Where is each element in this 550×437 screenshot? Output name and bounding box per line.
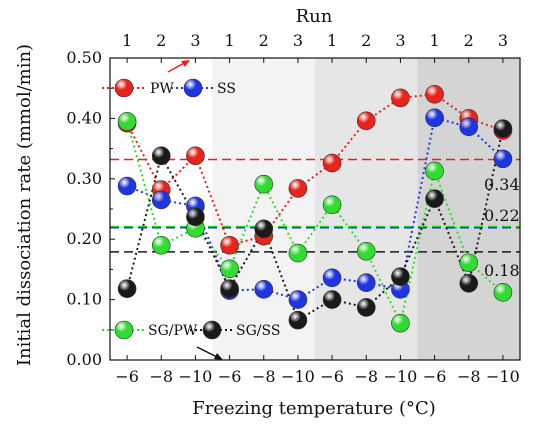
run-tick-label: 2 [361, 31, 371, 50]
x-tick-label: −8 [149, 367, 173, 386]
point-sg-ss-5 [254, 219, 274, 239]
legend-label-pw: PW [150, 81, 174, 97]
reference-value-label: 0.22 [484, 206, 520, 225]
top-axis-title: Run [296, 6, 333, 27]
x-tick-label: −8 [252, 367, 276, 386]
legend-marker-pw [114, 78, 134, 98]
x-tick-label: −6 [218, 367, 242, 386]
annotations: 0.34 0.22 0.18 [167, 60, 520, 360]
run-tick-label: 1 [327, 31, 337, 50]
axis-ticks [110, 57, 504, 361]
legend: PW SS SG/PW SG/SS [102, 78, 280, 340]
point-ss-12 [493, 149, 513, 169]
y-tick-label: 0.30 [66, 169, 102, 188]
x-tick-label: −10 [384, 367, 418, 386]
point-sg-ss-8 [356, 298, 376, 317]
run-tick-label: 1 [224, 31, 234, 50]
background-band-2 [212, 58, 315, 360]
background-bands [110, 58, 520, 360]
reference-value-label: 0.18 [484, 261, 520, 280]
x-tick-label: −8 [354, 367, 378, 386]
point-pw-9 [391, 88, 410, 108]
arrow-black-head [214, 353, 223, 360]
x-tick-label: −10 [486, 367, 520, 386]
point-sg-pw-12 [493, 283, 513, 302]
x-tick-label: −6 [320, 367, 344, 386]
y-tick-label: 0.40 [66, 108, 102, 127]
y-tick-label: 0.20 [66, 229, 102, 248]
point-pw-6 [288, 179, 308, 198]
point-sg-pw-11 [459, 253, 479, 273]
arrow-black [196, 346, 220, 359]
point-pw-4 [220, 235, 239, 255]
arrow-red-head [181, 60, 190, 67]
legend-label-sg-pw: SG/PW [148, 323, 198, 339]
run-tick-label: 1 [122, 31, 132, 50]
y-tick-label: 0.10 [66, 290, 102, 309]
y-tick-label: 0.00 [66, 350, 102, 369]
point-sg-ss-2 [151, 146, 171, 166]
point-sg-pw-9 [391, 313, 410, 333]
run-tick-label: 1 [429, 31, 439, 50]
point-sg-ss-7 [322, 290, 342, 309]
series-points [117, 84, 513, 333]
point-sg-ss-10 [425, 189, 444, 209]
point-sg-pw-1 [117, 112, 137, 131]
x-tick-label: −10 [281, 367, 315, 386]
x-tick-label: −8 [457, 367, 481, 386]
reference-value-label: 0.34 [484, 175, 520, 194]
point-sg-ss-3 [186, 207, 205, 227]
point-sg-pw-8 [356, 241, 376, 261]
point-sg-ss-9 [391, 267, 410, 286]
point-ss-11 [459, 117, 479, 137]
point-ss-10 [425, 108, 444, 128]
point-sg-ss-11 [459, 273, 479, 293]
point-sg-pw-5 [254, 174, 274, 194]
background-band-4 [417, 58, 520, 360]
point-ss-6 [288, 290, 308, 309]
point-ss-5 [254, 280, 274, 299]
legend-label-sg-ss: SG/SS [236, 323, 280, 339]
reference-lines [110, 158, 520, 253]
point-ss-2 [151, 190, 171, 210]
legend-marker-sg-ss [202, 320, 222, 340]
tick-labels: 0.00 0.10 0.20 0.30 0.40 0.50 −6 1 −8 2 −10 3 −6 1 −8 2… [66, 31, 519, 386]
y-tick-label: 0.50 [66, 48, 102, 67]
legend-marker-sg-pw [114, 320, 134, 340]
point-pw-8 [356, 111, 376, 131]
y-axis-title: Initial dissociation rate (mmol/min) [14, 44, 35, 366]
point-pw-3 [186, 146, 205, 166]
legend-label-ss: SS [217, 81, 236, 97]
run-tick-label: 3 [190, 31, 200, 50]
point-sg-pw-2 [151, 235, 171, 255]
run-tick-label: 2 [259, 31, 269, 50]
run-tick-label: 3 [293, 31, 303, 50]
point-sg-pw-4 [220, 259, 239, 279]
point-sg-ss-1 [117, 279, 137, 299]
x-axis-title: Freezing temperature (°C) [192, 398, 436, 419]
point-sg-pw-10 [425, 161, 444, 181]
x-tick-label: −6 [115, 367, 139, 386]
run-tick-label: 2 [464, 31, 474, 50]
point-ss-7 [322, 268, 342, 288]
point-sg-pw-7 [322, 195, 342, 215]
point-ss-1 [117, 176, 137, 196]
point-sg-pw-6 [288, 243, 308, 263]
point-sg-ss-12 [493, 119, 513, 138]
x-tick-label: −10 [179, 367, 213, 386]
run-tick-label: 3 [395, 31, 405, 50]
point-sg-ss-6 [288, 310, 308, 330]
legend-marker-ss [183, 78, 203, 98]
point-pw-7 [322, 153, 342, 173]
x-tick-label: −6 [423, 367, 447, 386]
run-tick-label: 3 [498, 31, 508, 50]
run-tick-label: 2 [156, 31, 166, 50]
point-sg-ss-4 [220, 279, 239, 299]
point-pw-10 [425, 84, 444, 104]
point-ss-8 [356, 273, 376, 292]
